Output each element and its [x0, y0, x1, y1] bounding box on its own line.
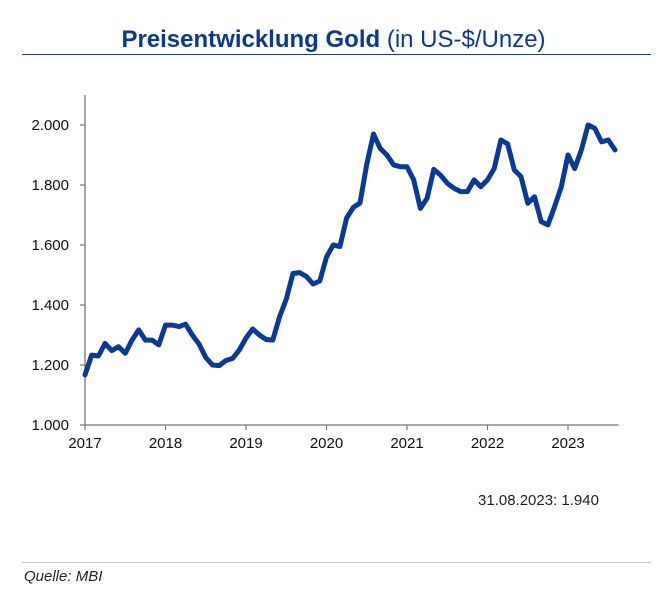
y-tick-label: 1.600 — [31, 237, 69, 254]
x-tick-label: 2020 — [310, 435, 343, 452]
latest-value-annotation: 31.08.2023: 1.940 — [478, 492, 599, 509]
y-tick-label: 2.000 — [31, 117, 69, 134]
x-tick-label: 2017 — [68, 435, 101, 452]
gold-price-line — [82, 122, 618, 378]
x-tick-label: 2018 — [149, 435, 182, 452]
x-tick-label: 2021 — [390, 435, 423, 452]
title-divider — [22, 54, 651, 55]
y-tick-label: 1.800 — [31, 177, 69, 194]
source-note: Quelle: MBI — [24, 568, 103, 585]
x-tick-label: 2022 — [471, 435, 504, 452]
chart-title: Preisentwicklung Gold (in US-$/Unze) — [0, 26, 667, 54]
x-tick-label: 2023 — [551, 435, 584, 452]
y-tick-label: 1.200 — [31, 357, 69, 374]
x-tick-label: 2019 — [229, 435, 262, 452]
footer-divider — [22, 562, 651, 563]
title-main: Preisentwicklung Gold — [121, 26, 381, 53]
y-tick-label: 1.400 — [31, 297, 69, 314]
title-unit: (in US-$/Unze) — [386, 26, 546, 53]
y-tick-label: 1.000 — [31, 417, 69, 434]
